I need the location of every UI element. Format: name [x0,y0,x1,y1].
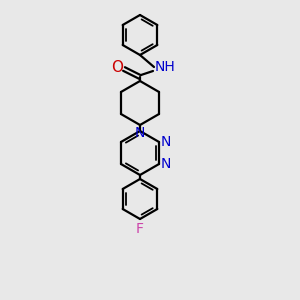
Text: N: N [161,135,171,149]
Text: O: O [111,61,123,76]
Text: F: F [136,222,144,236]
Text: N: N [161,157,171,171]
Text: NH: NH [155,60,176,74]
Text: N: N [135,126,145,140]
